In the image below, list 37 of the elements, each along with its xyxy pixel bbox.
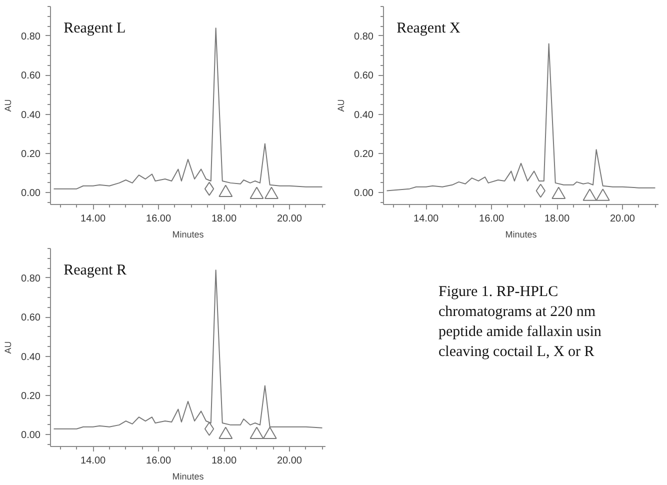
y-tick-label: 0.40 [21, 352, 41, 363]
x-axis-title: Minutes [172, 472, 204, 482]
y-tick-label: 0.00 [21, 188, 41, 200]
x-tick-label: 20.00 [276, 214, 302, 224]
x-tick-label: 18.00 [544, 214, 570, 224]
text: Reagent X [396, 20, 460, 36]
caption: Figure 1. RP-HPLC chromatograms at 220 nm peptide amide fallaxin usin cleaving coctail L, X or R [438, 284, 602, 360]
text: Reagent R [64, 262, 126, 278]
y-tick-label: 0.60 [21, 312, 41, 324]
x-axis-title: Minutes [505, 230, 538, 240]
y-tick-label: 0.20 [21, 149, 41, 160]
y-axis-title: AU [336, 99, 346, 112]
x-tick-label: 16.00 [146, 214, 172, 224]
y-tick-label: 0.40 [354, 110, 374, 121]
y-tick-label: 0.20 [354, 149, 374, 160]
text: Reagent L [64, 20, 126, 36]
x-tick-label: 14.00 [414, 214, 440, 224]
x-axis-title: Minutes [172, 230, 204, 240]
y-tick-label: 0.80 [21, 31, 41, 42]
x-tick-label: 20.00 [610, 214, 636, 224]
x-tick-label: 18.00 [212, 456, 237, 466]
x-tick-label: 20.00 [276, 456, 302, 466]
y-axis-title: AU [3, 99, 14, 112]
x-tick-label: 14.00 [80, 214, 106, 224]
x-tick-label: 16.00 [146, 456, 172, 466]
y-axis-title: AU [3, 341, 14, 354]
y-tick-label: 0.80 [21, 273, 41, 284]
x-tick-label: 16.00 [479, 214, 504, 224]
y-tick-label: 0.00 [21, 430, 41, 442]
y-tick-label: 0.00 [354, 188, 374, 200]
x-tick-label: 18.00 [212, 214, 237, 224]
y-tick-label: 0.60 [21, 70, 41, 82]
y-tick-label: 0.40 [21, 110, 41, 121]
y-tick-label: 0.80 [354, 31, 374, 42]
y-tick-label: 0.60 [354, 70, 374, 82]
y-tick-label: 0.20 [21, 391, 41, 402]
x-tick-label: 14.00 [80, 456, 106, 466]
